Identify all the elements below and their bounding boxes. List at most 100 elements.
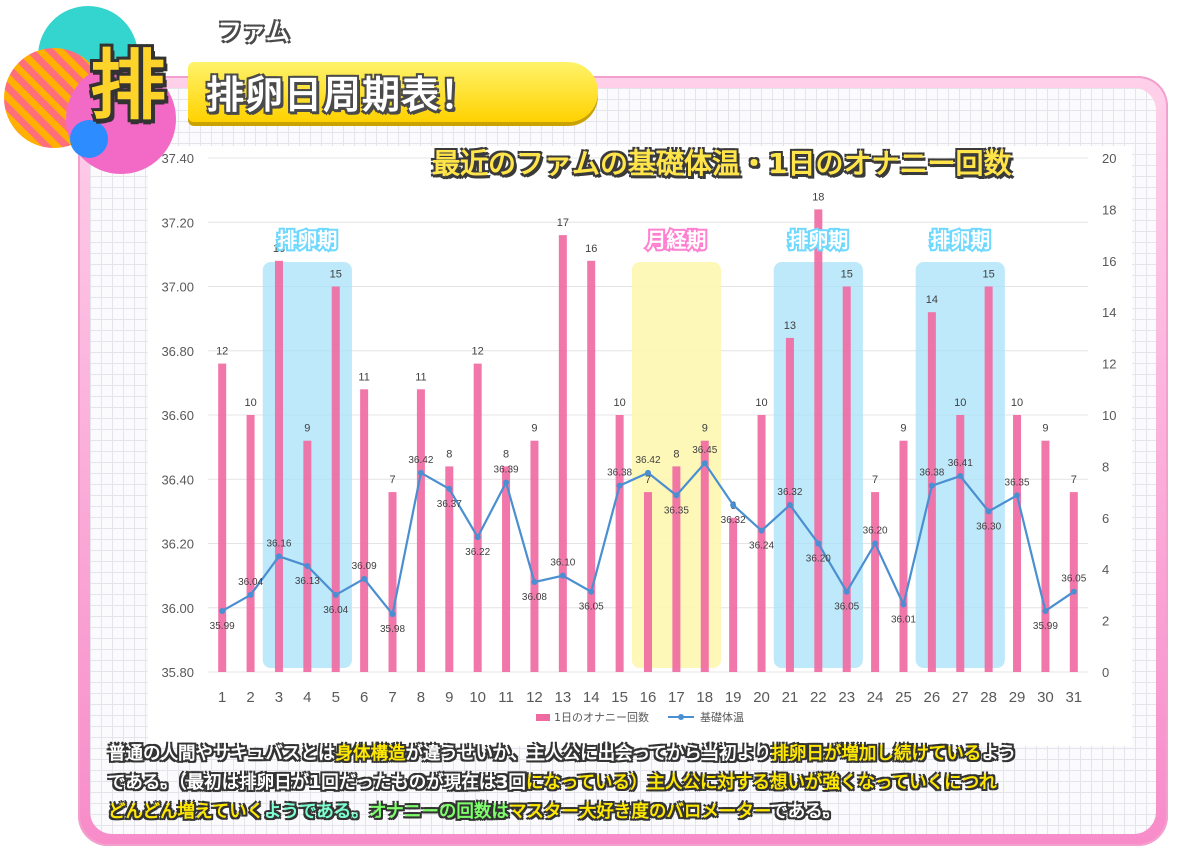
bar-value-label: 9	[702, 423, 708, 435]
bar-value-label: 7	[872, 474, 878, 486]
bar-value-label: 16	[273, 243, 285, 255]
title-ruby: ファム	[218, 18, 290, 46]
bar	[615, 415, 624, 672]
x-tick-label: 16	[640, 689, 657, 706]
x-tick-label: 7	[388, 689, 396, 706]
temperature-point	[701, 460, 708, 467]
x-tick-label: 3	[275, 689, 283, 706]
temperature-label: 36.38	[919, 468, 944, 479]
temperature-label: 36.13	[295, 576, 320, 587]
bar	[672, 466, 681, 672]
period-label: 排卵期	[788, 228, 848, 252]
bar	[927, 312, 936, 672]
left-tick-label: 36.40	[161, 472, 194, 487]
caption-highlight: オナニーの回数は	[368, 802, 509, 822]
bar	[899, 440, 908, 672]
x-tick-label: 24	[867, 689, 884, 706]
bar	[303, 440, 312, 672]
right-tick-label: 10	[1102, 408, 1116, 423]
temperature-label: 36.08	[522, 592, 547, 603]
bar-value-label: 11	[415, 371, 426, 383]
temperature-label: 36.05	[579, 602, 604, 613]
temperature-point	[843, 588, 850, 595]
bar-value-label: 15	[841, 269, 853, 281]
bar-value-label: 12	[216, 346, 228, 358]
left-tick-label: 36.00	[161, 601, 194, 616]
bar-value-label: 9	[1042, 423, 1048, 435]
temperature-label: 36.01	[891, 615, 916, 626]
temperature-label: 36.30	[976, 521, 1001, 532]
temperature-point	[957, 473, 964, 480]
bar	[218, 363, 227, 672]
right-tick-label: 18	[1102, 202, 1116, 217]
caption-highlight: どんどん増えていく	[108, 802, 265, 822]
temperature-label: 36.41	[948, 458, 973, 469]
bar	[1041, 440, 1050, 672]
temperature-label: 36.16	[266, 538, 291, 549]
title-badge	[188, 62, 598, 122]
caption-highlight: マスター大好き度のバロメーター	[508, 802, 771, 822]
bar-value-label: 7	[389, 474, 395, 486]
temperature-label: 36.42	[408, 455, 433, 466]
temperature-label: 36.42	[635, 455, 660, 466]
caption-highlight: 排卵日が増加し続けている	[771, 744, 982, 764]
temperature-point	[247, 591, 254, 598]
caption-highlight: 身体構造	[335, 744, 406, 764]
temperature-point	[588, 588, 595, 595]
temperature-label: 35.99	[1033, 621, 1058, 632]
temperature-point	[673, 492, 680, 499]
temperature-point	[332, 591, 339, 598]
temperature-label: 36.35	[1005, 477, 1030, 488]
x-tick-label: 31	[1065, 689, 1082, 706]
temperature-point	[730, 501, 737, 508]
legend-bar-swatch	[536, 714, 550, 721]
bar-value-label: 8	[446, 448, 452, 460]
caption-highlight: ようである。	[264, 802, 369, 822]
bar-value-label: 10	[613, 397, 625, 409]
bar	[530, 440, 539, 672]
page-title: 排卵日周期表！	[206, 73, 480, 117]
left-tick-label: 37.00	[161, 280, 194, 295]
temperature-point	[531, 579, 538, 586]
bar	[871, 492, 880, 672]
temperature-label: 36.35	[664, 505, 689, 516]
temperature-point	[275, 553, 282, 560]
x-tick-label: 15	[611, 689, 628, 706]
temperature-point	[559, 572, 566, 579]
bar	[445, 466, 454, 672]
bar	[360, 389, 369, 672]
bar	[388, 492, 397, 672]
bar-value-label: 9	[304, 423, 310, 435]
period-label: 排卵期	[930, 228, 990, 252]
legend-line-label: 基礎体温	[700, 710, 744, 724]
bar	[644, 492, 652, 672]
deco-circle-blue	[70, 120, 108, 158]
temperature-point	[417, 469, 424, 476]
temperature-point	[389, 611, 396, 618]
period-label: 月経期	[645, 228, 706, 252]
temperature-point	[503, 479, 510, 486]
x-tick-label: 6	[360, 689, 368, 706]
left-tick-label: 37.40	[161, 151, 194, 166]
temperature-point	[758, 527, 765, 534]
caption-seg: である。	[770, 802, 841, 822]
caption-highlight: になっている）主人公に対する想いが強くなっていくにつれ	[525, 773, 997, 793]
temperature-point	[928, 482, 935, 489]
x-tick-label: 28	[980, 689, 997, 706]
temperature-label: 36.32	[721, 515, 746, 526]
big-title-char: 排	[90, 41, 166, 130]
temperature-point	[1042, 607, 1049, 614]
caption-text: 普通の人間やサキュバスとは身体構造が違うせいか、主人公に出会ってから当初より排卵…	[108, 740, 1158, 827]
x-tick-label: 5	[332, 689, 340, 706]
x-tick-label: 2	[246, 689, 254, 706]
bar-value-label: 18	[812, 191, 824, 203]
caption-seg: である。（最初は排卵日が1回だったものが現在は3回	[108, 773, 526, 793]
temperature-label: 36.20	[806, 554, 831, 565]
bar	[729, 517, 738, 672]
bar-value-label: 10	[755, 397, 767, 409]
temperature-point	[900, 601, 907, 608]
x-tick-label: 19	[725, 689, 742, 706]
temperature-label: 36.38	[607, 468, 632, 479]
temperature-label: 36.09	[352, 561, 377, 572]
x-tick-label: 8	[417, 689, 425, 706]
